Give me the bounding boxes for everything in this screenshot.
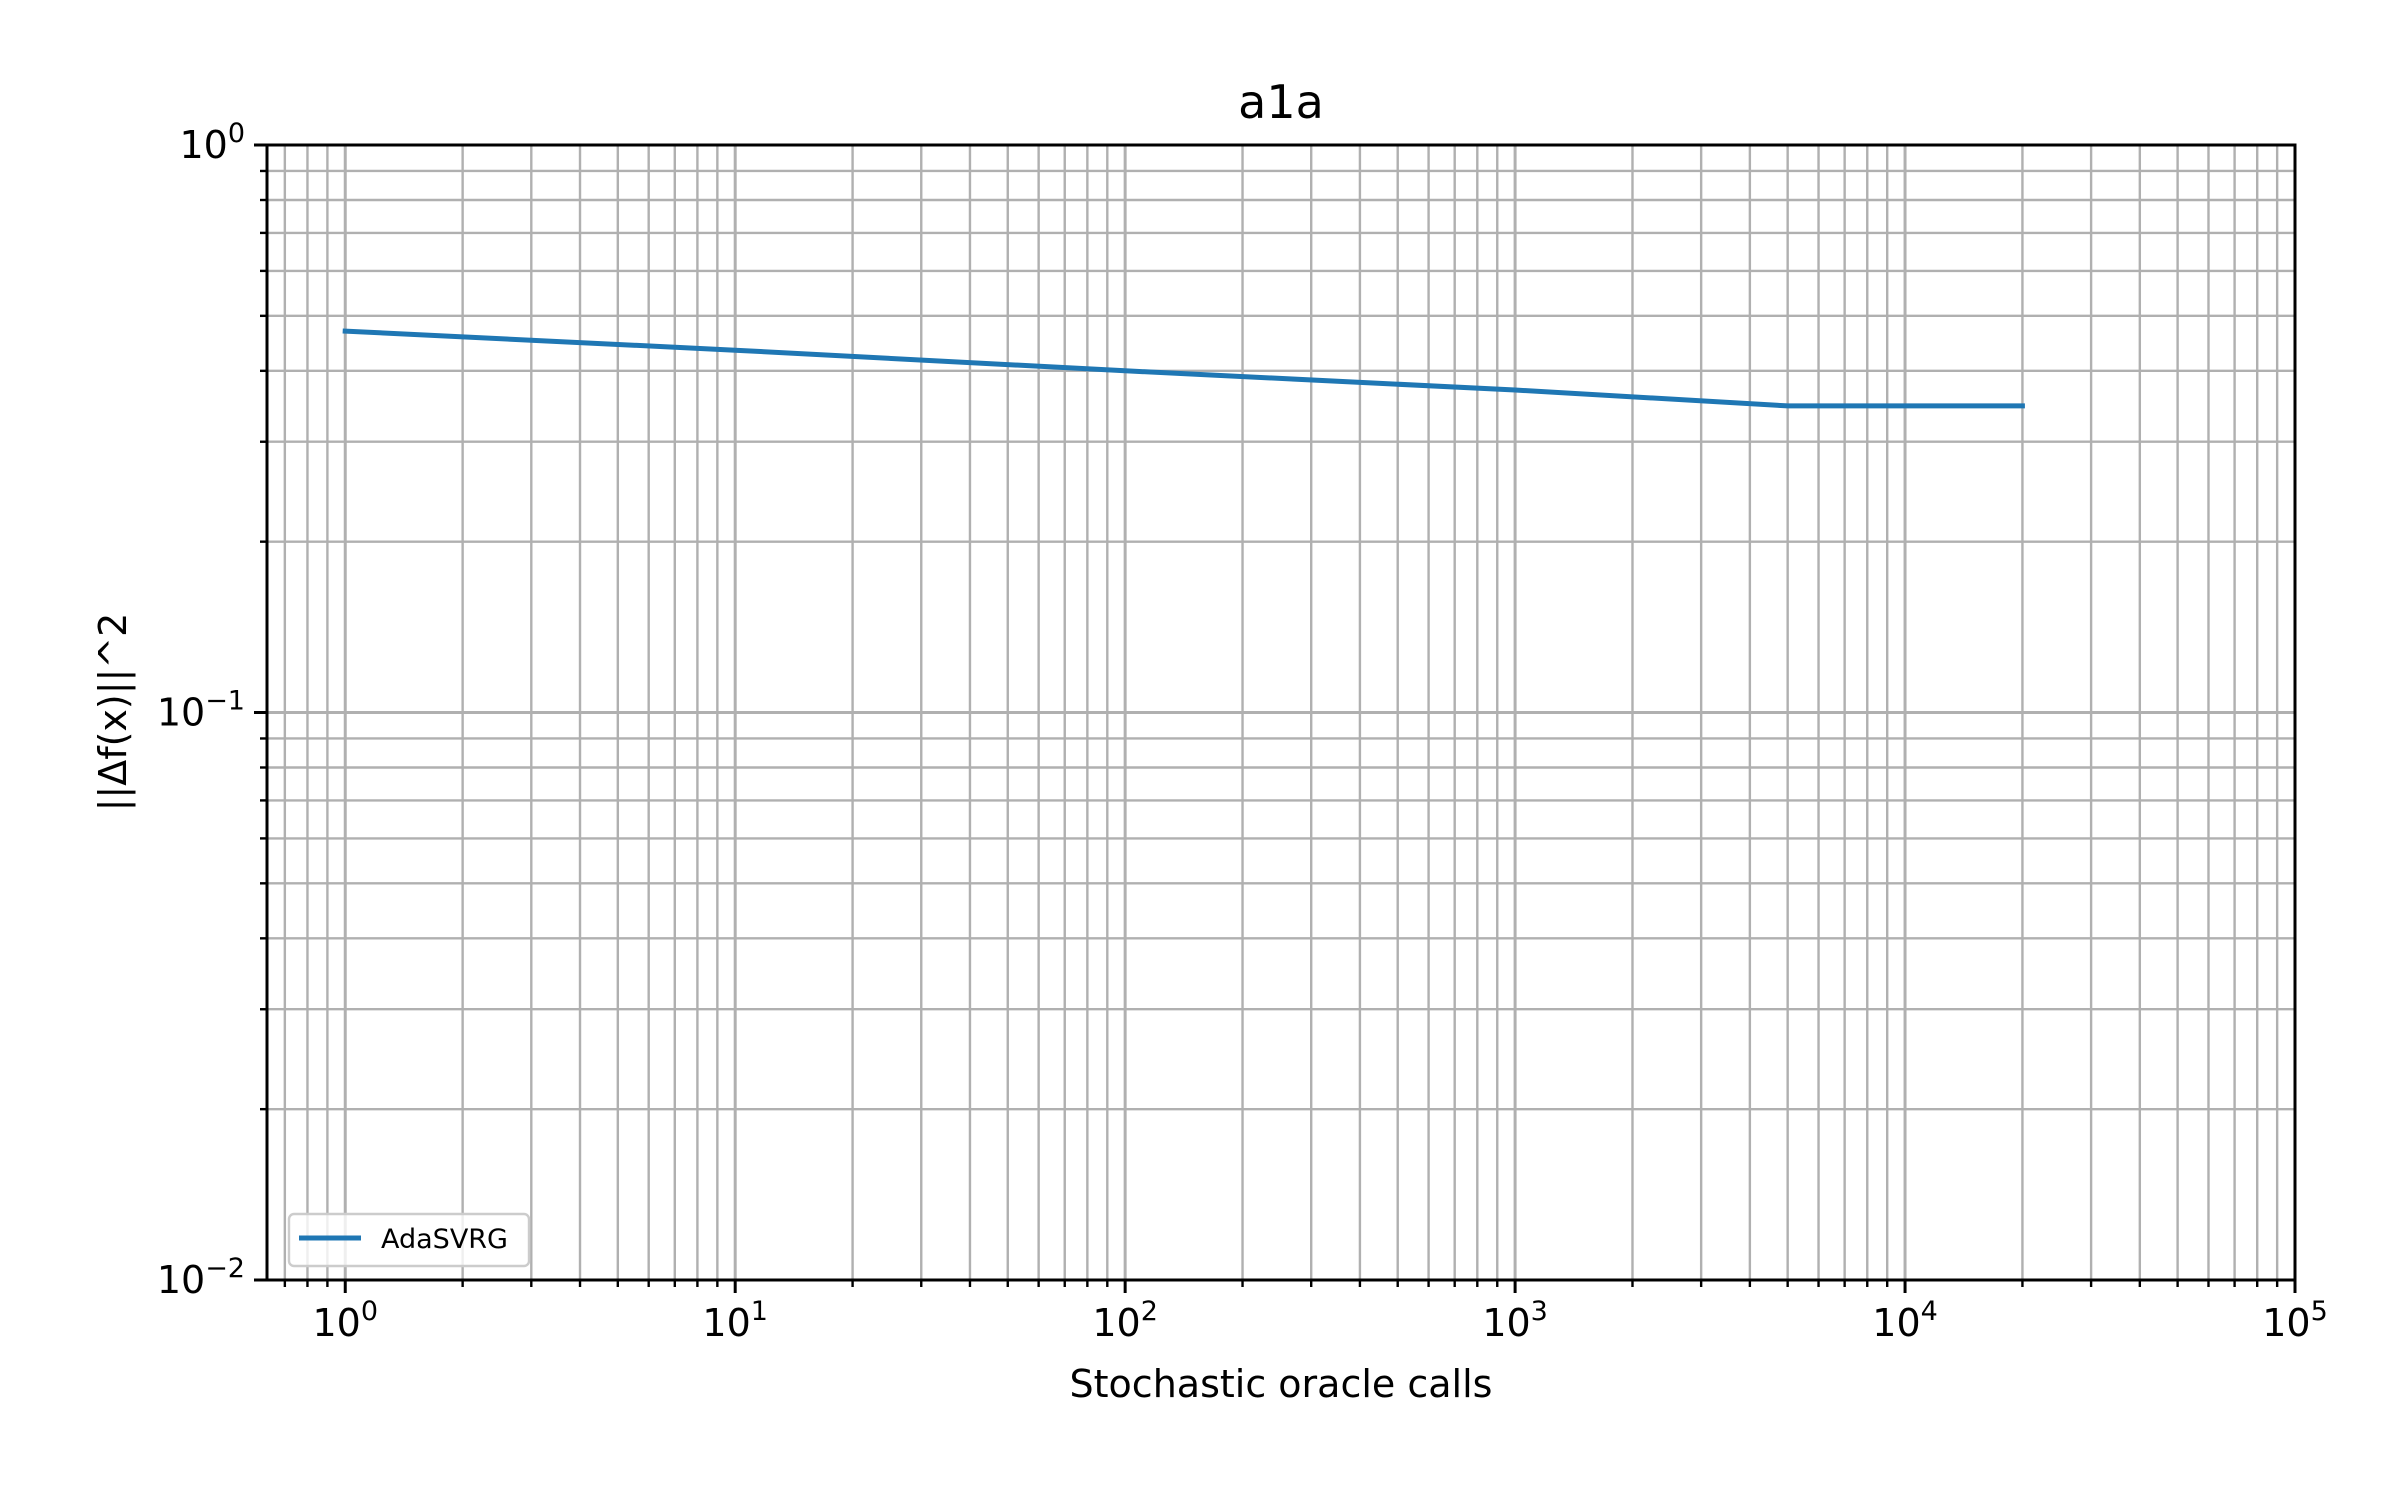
y-tick-label: 10−1 [157, 686, 245, 735]
x-tick-label: 102 [1092, 1296, 1158, 1345]
chart-title: a1a [1238, 75, 1324, 129]
y-axis-label: ||Δf(x)||^2 [91, 613, 136, 812]
legend: AdaSVRG [287, 1212, 531, 1268]
x-tick-label: 105 [2262, 1296, 2328, 1345]
x-tick-label: 103 [1482, 1296, 1548, 1345]
x-tick-label: 104 [1872, 1296, 1938, 1345]
x-axis-label: Stochastic oracle calls [1070, 1362, 1493, 1406]
legend-label-adasvrg: AdaSVRG [381, 1224, 508, 1255]
x-tick-label: 100 [312, 1296, 378, 1345]
tick-label-layer: 100 101 102 103 104 105 10−2 10−1 100 [157, 118, 2328, 1345]
grid-layer [267, 143, 2297, 1282]
legend-box [287, 1212, 531, 1268]
y-tick-label: 100 [179, 118, 245, 167]
series-layer [342, 328, 2025, 409]
y-tick-label: 10−2 [157, 1253, 245, 1302]
series-line-adasvrg [342, 328, 2025, 409]
x-tick-label: 101 [702, 1296, 768, 1345]
tick-layer [254, 143, 2297, 1293]
